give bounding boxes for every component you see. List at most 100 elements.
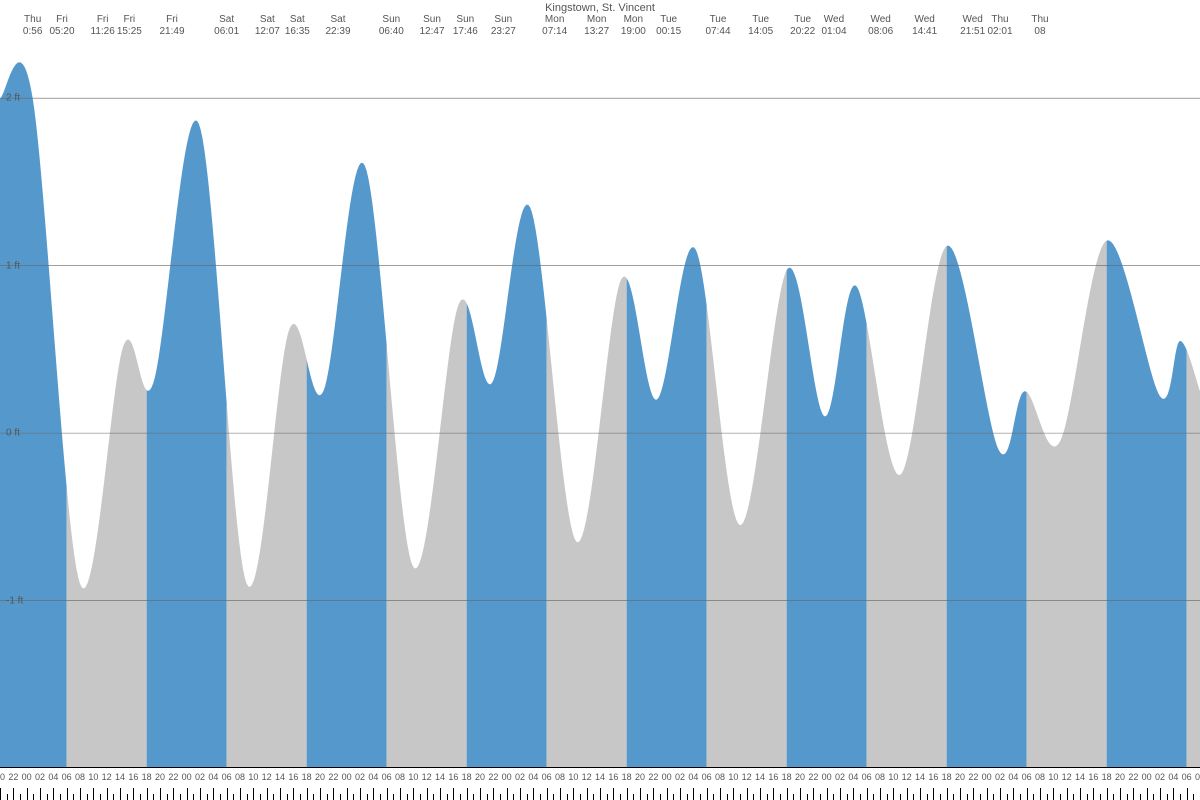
x-axis-hour-label: 20 [635,772,645,782]
x-tick-minor [180,794,181,800]
night-segment [1027,241,1107,768]
x-tick-minor [953,794,954,800]
x-tick-major [933,788,934,800]
extrema-time: 16:35 [285,26,310,38]
extrema-time: 15:25 [117,26,142,38]
x-tick-minor [780,794,781,800]
x-tick-major [813,788,814,800]
x-tick-minor [753,794,754,800]
x-axis-hour-label: 04 [1008,772,1018,782]
x-axis-hour-label: 02 [1155,772,1165,782]
x-axis-hour-label: 10 [408,772,418,782]
extrema-day: Sun [491,14,516,26]
x-tick-minor [367,794,368,800]
x-tick-minor [793,794,794,800]
x-axis-hour-label: 16 [928,772,938,782]
extrema-day: Thu [23,14,42,26]
x-tick-major [1013,788,1014,800]
chart-title: Kingstown, St. Vincent [0,2,1200,14]
x-axis-hour-label: 02 [195,772,205,782]
extrema-time: 14:41 [912,26,937,38]
night-segment [227,324,307,768]
x-tick-major [493,788,494,800]
x-tick-minor [553,794,554,800]
x-tick-minor [100,794,101,800]
x-axis-hour-label: 10 [728,772,738,782]
day-segment [947,246,1027,768]
x-tick-minor [1113,794,1114,800]
x-tick-minor [687,794,688,800]
x-tick-minor [153,794,154,800]
x-tick-minor [1020,794,1021,800]
x-tick-minor [607,794,608,800]
x-tick-major [1160,788,1161,800]
x-axis-hour-label: 18 [1102,772,1112,782]
x-tick-minor [847,794,848,800]
x-axis-hour-label: 00 [662,772,672,782]
x-tick-major [800,788,801,800]
x-tick-minor [327,794,328,800]
x-axis-hour-label: 14 [595,772,605,782]
extrema-label: Sat16:35 [285,14,310,38]
x-axis-hour-label: 22 [328,772,338,782]
extrema-day: Tue [656,14,681,26]
x-tick-minor [1100,794,1101,800]
x-tick-minor [1033,794,1034,800]
x-tick-minor [1060,794,1061,800]
x-tick-minor [620,794,621,800]
x-tick-minor [900,794,901,800]
x-tick-major [440,788,441,800]
x-tick-major [1093,788,1094,800]
y-axis-label: -1 ft [6,595,23,606]
x-tick-major [307,788,308,800]
x-axis-hour-label: 06 [542,772,552,782]
extrema-day: Fri [91,14,115,26]
x-tick-minor [1007,794,1008,800]
x-tick-minor [767,794,768,800]
extrema-day: Sat [255,14,280,26]
x-tick-major [1067,788,1068,800]
extrema-label: Thu08 [1031,14,1048,38]
night-segment [67,340,147,768]
x-tick-major [1053,788,1054,800]
x-axis-hour-label: 18 [302,772,312,782]
x-tick-major [1133,788,1134,800]
x-tick-minor [140,794,141,800]
x-tick-minor [887,794,888,800]
extrema-labels-row: Thu0:56Fri05:20Fri11:26Fri15:25Fri21:49S… [0,14,1200,44]
x-tick-major [293,788,294,800]
x-axis-hour-label: 00 [502,772,512,782]
x-tick-minor [7,794,8,800]
day-segment [0,62,67,768]
x-axis-hour-label: 04 [688,772,698,782]
x-axis-hour-label: 18 [622,772,632,782]
y-axis-label: 1 ft [6,260,20,271]
x-axis-hour-label: 08 [1195,772,1200,782]
x-axis-hour-label: 16 [448,772,458,782]
extrema-label: Mon19:00 [621,14,646,38]
x-tick-minor [700,794,701,800]
extrema-day: Mon [621,14,646,26]
x-tick-major [480,788,481,800]
x-axis-hour-label: 16 [768,772,778,782]
x-axis-hour-label: 22 [648,772,658,782]
x-axis-hour-label: 08 [555,772,565,782]
extrema-day: Mon [584,14,609,26]
x-tick-minor [380,794,381,800]
x-tick-minor [940,794,941,800]
extrema-label: Mon13:27 [584,14,609,38]
x-axis-hour-label: 06 [702,772,712,782]
x-axis-hour-label: 06 [862,772,872,782]
extrema-day: Tue [748,14,773,26]
x-axis-hour-label: 04 [48,772,58,782]
x-tick-major [880,788,881,800]
x-axis-hour-label: 18 [462,772,472,782]
x-tick-major [467,788,468,800]
x-tick-major [53,788,54,800]
extrema-label: Tue20:22 [790,14,815,38]
extrema-label: Sun17:46 [453,14,478,38]
extrema-time: 17:46 [453,26,478,38]
extrema-label: Thu0:56 [23,14,42,38]
x-tick-major [853,788,854,800]
x-axis-hour-label: 14 [115,772,125,782]
